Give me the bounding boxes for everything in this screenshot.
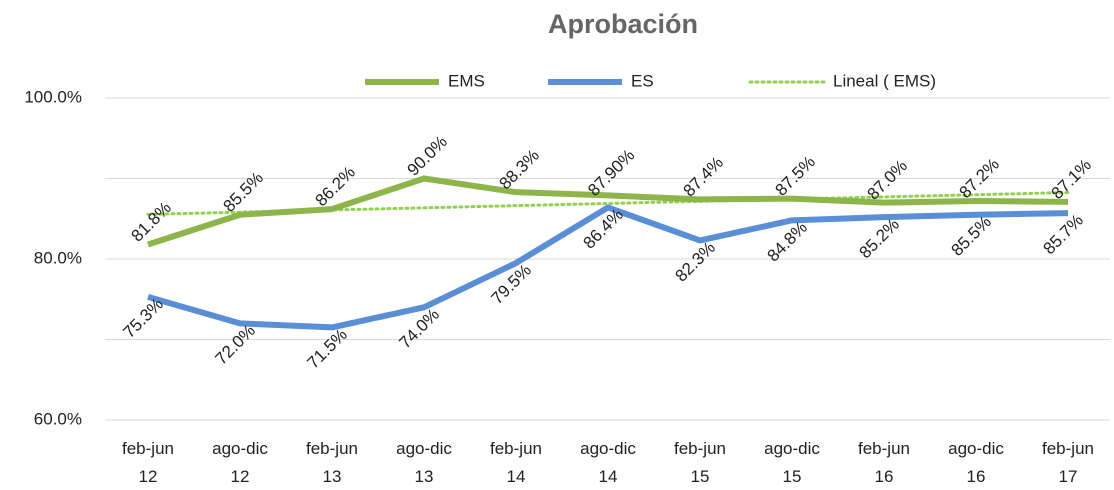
x-tick-line: 15 [691, 467, 710, 486]
x-tick-line: ago-dic [212, 439, 268, 458]
legend-label: EMS [448, 71, 485, 90]
data-label: 90.0% [404, 132, 452, 180]
x-tick-line: 13 [323, 467, 342, 486]
x-tick-line: feb-jun [674, 439, 726, 458]
x-tick-label: feb-jun 13 [306, 439, 358, 486]
x-tick-line: 14 [599, 467, 618, 486]
x-tick-line: 16 [875, 467, 894, 486]
x-tick-label: feb-jun 16 [858, 439, 910, 486]
x-tick-line: ago-dic [764, 439, 820, 458]
legend-label: Lineal ( EMS) [833, 71, 936, 90]
x-tick-line: feb-jun [858, 439, 910, 458]
x-tick-line: 12 [139, 467, 158, 486]
x-tick-line: 12 [231, 467, 250, 486]
y-tick-label: 80.0% [34, 248, 82, 267]
x-tick-label: ago-dic 16 [948, 439, 1004, 486]
data-label: 85.2% [856, 215, 904, 263]
data-label: 75.3% [120, 294, 168, 342]
x-tick-label: feb-jun 14 [490, 439, 542, 486]
y-tick-label: 100.0% [24, 87, 82, 106]
x-tick-line: feb-jun [490, 439, 542, 458]
data-label: 87.90% [584, 146, 638, 200]
x-tick-line: ago-dic [948, 439, 1004, 458]
data-label: 72.0% [212, 321, 260, 369]
x-tick-label: ago-dic 12 [212, 439, 268, 486]
data-label: 71.5% [304, 325, 352, 373]
chart-title: Aprobación [548, 9, 698, 39]
x-tick-line: feb-jun [306, 439, 358, 458]
y-tick-label: 60.0% [34, 409, 82, 428]
legend-label: ES [631, 71, 654, 90]
x-tick-line: 15 [783, 467, 802, 486]
x-tick-line: 16 [967, 467, 986, 486]
x-tick-label: ago-dic 13 [396, 439, 452, 486]
x-tick-line: 14 [507, 467, 526, 486]
x-tick-label: ago-dic 15 [764, 439, 820, 486]
x-tick-line: 13 [415, 467, 434, 486]
series-line [147, 204, 1069, 331]
x-tick-line: feb-jun [1042, 439, 1094, 458]
data-label: 87.1% [1048, 155, 1096, 203]
x-tick-line: feb-jun [122, 439, 174, 458]
data-label: 88.3% [496, 146, 544, 194]
x-tick-line: ago-dic [396, 439, 452, 458]
x-tick-line: 17 [1059, 467, 1078, 486]
x-tick-label: feb-jun 15 [674, 439, 726, 486]
x-tick-label: feb-jun 17 [1042, 439, 1094, 486]
data-label: 82.3% [672, 238, 720, 286]
x-tick-line: ago-dic [580, 439, 636, 458]
data-label: 87.4% [680, 153, 728, 201]
data-label: 85.5% [948, 212, 996, 260]
series-line [147, 175, 1069, 248]
x-tick-label: feb-jun 12 [122, 439, 174, 486]
x-tick-label: ago-dic 14 [580, 439, 636, 486]
data-label: 85.5% [220, 168, 268, 216]
data-label: 87.5% [772, 152, 820, 200]
data-label: 85.7% [1040, 211, 1088, 259]
